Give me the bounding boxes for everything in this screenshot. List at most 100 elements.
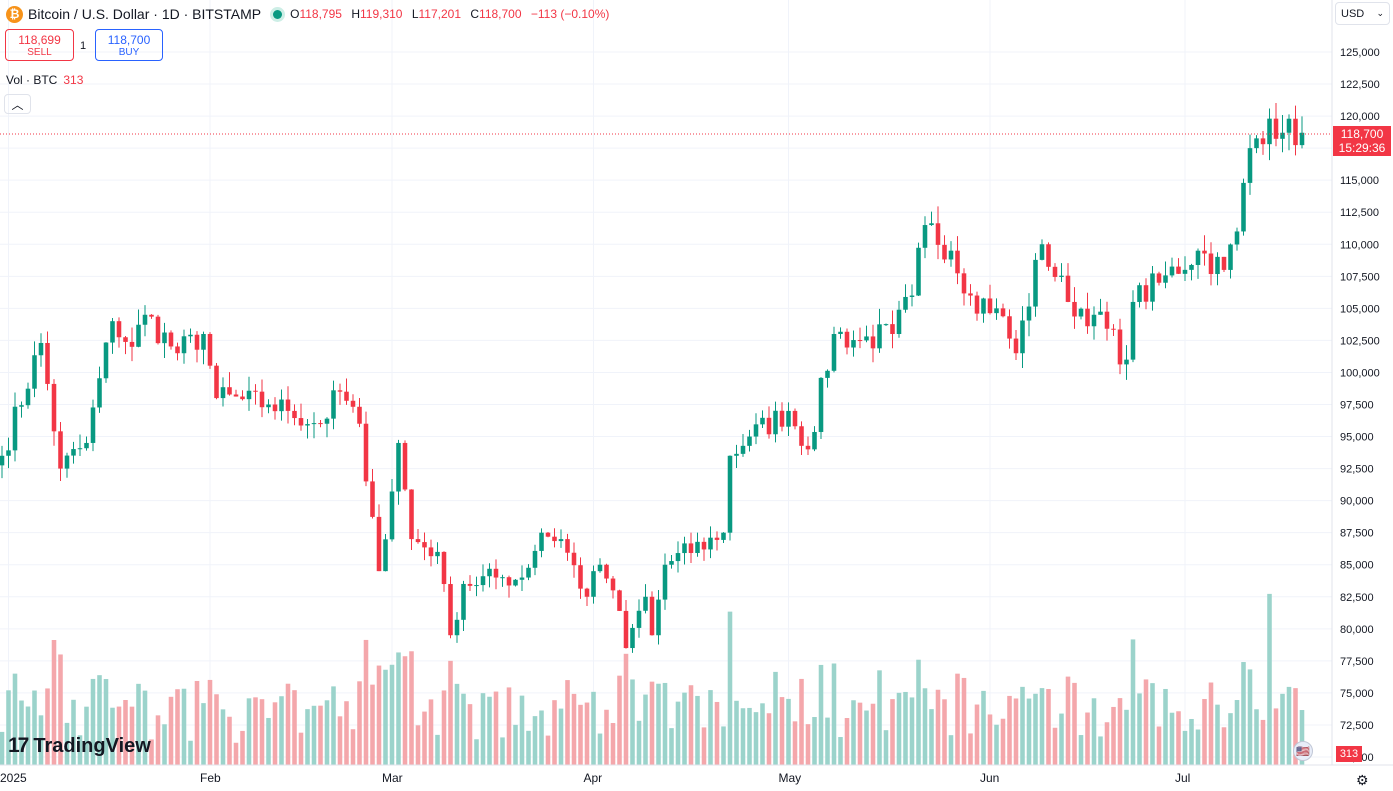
- candle-body: [253, 390, 258, 392]
- volume-bar: [168, 696, 174, 765]
- volume-bar: [1078, 735, 1084, 765]
- volume-bar: [571, 693, 577, 765]
- volume-bar: [253, 697, 258, 765]
- candle-body: [597, 564, 603, 572]
- candle-body: [337, 390, 343, 392]
- volume-bar: [448, 660, 453, 765]
- volume-bar: [552, 700, 557, 765]
- currency-label: USD: [1341, 7, 1365, 20]
- volume-bar: [565, 680, 570, 765]
- candle-body: [1221, 256, 1227, 270]
- candle-body: [1098, 311, 1103, 315]
- volume-bar: [519, 695, 525, 765]
- currency-select[interactable]: USD ⌄: [1335, 2, 1390, 25]
- candle-body: [760, 417, 765, 425]
- candle-body: [890, 324, 895, 334]
- volume-bar: [292, 690, 297, 765]
- volume-bar: [981, 690, 986, 765]
- candle-body: [987, 298, 993, 314]
- candle-body: [708, 537, 713, 550]
- volume-bar: [350, 729, 356, 765]
- candle-body: [435, 551, 440, 557]
- candle-body: [877, 324, 882, 349]
- candlesticks: [0, 102, 1305, 653]
- volume-bar: [1150, 683, 1155, 765]
- volume-bar: [1013, 698, 1019, 765]
- volume-bar: [1215, 704, 1220, 765]
- volume-bar: [1059, 713, 1064, 765]
- candle-body: [207, 334, 213, 366]
- candle-body: [1143, 285, 1149, 302]
- volume-bar: [532, 716, 538, 765]
- buy-button[interactable]: 118,700 BUY: [95, 29, 163, 61]
- candle-body: [396, 442, 401, 492]
- volume-bar: [695, 695, 700, 765]
- candle-body: [19, 405, 24, 407]
- volume-bar: [987, 714, 993, 765]
- volume-bar: [0, 731, 5, 765]
- candle-body: [981, 298, 986, 314]
- candle-body: [155, 316, 161, 344]
- time-tick-label: Apr: [584, 771, 603, 785]
- volume-bar: [311, 705, 317, 765]
- candle-body: [799, 426, 804, 446]
- sell-button[interactable]: 118,699 SELL: [5, 29, 74, 61]
- candle-body: [1299, 132, 1305, 146]
- candle-body: [636, 610, 642, 628]
- candle-body: [1267, 118, 1272, 145]
- candle-body: [955, 250, 960, 274]
- volume-bar: [32, 690, 37, 765]
- candle-body: [1228, 244, 1233, 270]
- us-flag-icon[interactable]: 🇺🇸: [1293, 741, 1313, 761]
- volume-bar: [864, 710, 869, 765]
- volume-bar: [1033, 693, 1038, 765]
- candle-body: [526, 567, 531, 578]
- candle-body: [1059, 275, 1064, 277]
- candle-body: [935, 223, 941, 245]
- volume-legend[interactable]: Vol · BTC 313: [6, 73, 83, 87]
- candle-body: [84, 442, 89, 449]
- candle-body: [1254, 138, 1259, 149]
- price-tick-label: 105,000: [1340, 303, 1380, 315]
- gear-icon[interactable]: ⚙: [1356, 772, 1369, 788]
- candle-body: [1202, 250, 1207, 254]
- candle-body: [220, 387, 226, 399]
- candle-body: [116, 321, 122, 338]
- candle-body: [350, 400, 356, 407]
- collapse-button[interactable]: ︿: [4, 94, 31, 114]
- volume-bar: [116, 706, 122, 765]
- volume-bar: [1273, 708, 1279, 765]
- candle-body: [1117, 329, 1123, 365]
- volume-bar: [786, 698, 791, 765]
- volume-bars: [0, 593, 1305, 765]
- low-value: 117,201: [418, 7, 462, 21]
- candle-body: [0, 455, 5, 466]
- volume-bar: [149, 739, 154, 765]
- volume-bar: [812, 717, 817, 765]
- volume-bar: [578, 704, 583, 765]
- volume-bar: [1169, 712, 1175, 765]
- candle-body: [545, 532, 551, 537]
- candle-body: [201, 334, 206, 350]
- volume-bar: [877, 670, 882, 765]
- candle-body: [695, 541, 700, 553]
- candle-body: [669, 561, 674, 565]
- volume-bar: [513, 724, 518, 765]
- volume-bar: [103, 679, 109, 765]
- volume-bar: [181, 688, 187, 765]
- candle-body: [1195, 250, 1201, 265]
- volume-bar: [344, 701, 349, 765]
- candle-body: [584, 588, 590, 597]
- tradingview-logo[interactable]: 17 TradingView: [8, 734, 151, 758]
- ohlc-values: O118,795 H119,310 L117,201 C118,700 −113…: [290, 7, 610, 21]
- volume-bar: [526, 730, 531, 765]
- volume-bar: [259, 699, 265, 765]
- volume-bar: [266, 717, 271, 765]
- candle-body: [454, 619, 460, 636]
- volume-bar: [1117, 698, 1123, 765]
- candle-body: [883, 324, 889, 326]
- symbol-title[interactable]: Bitcoin / U.S. Dollar · 1D · BITSTAMP: [28, 6, 262, 22]
- volume-bar: [643, 694, 648, 765]
- volume-label: Vol · BTC: [6, 73, 58, 87]
